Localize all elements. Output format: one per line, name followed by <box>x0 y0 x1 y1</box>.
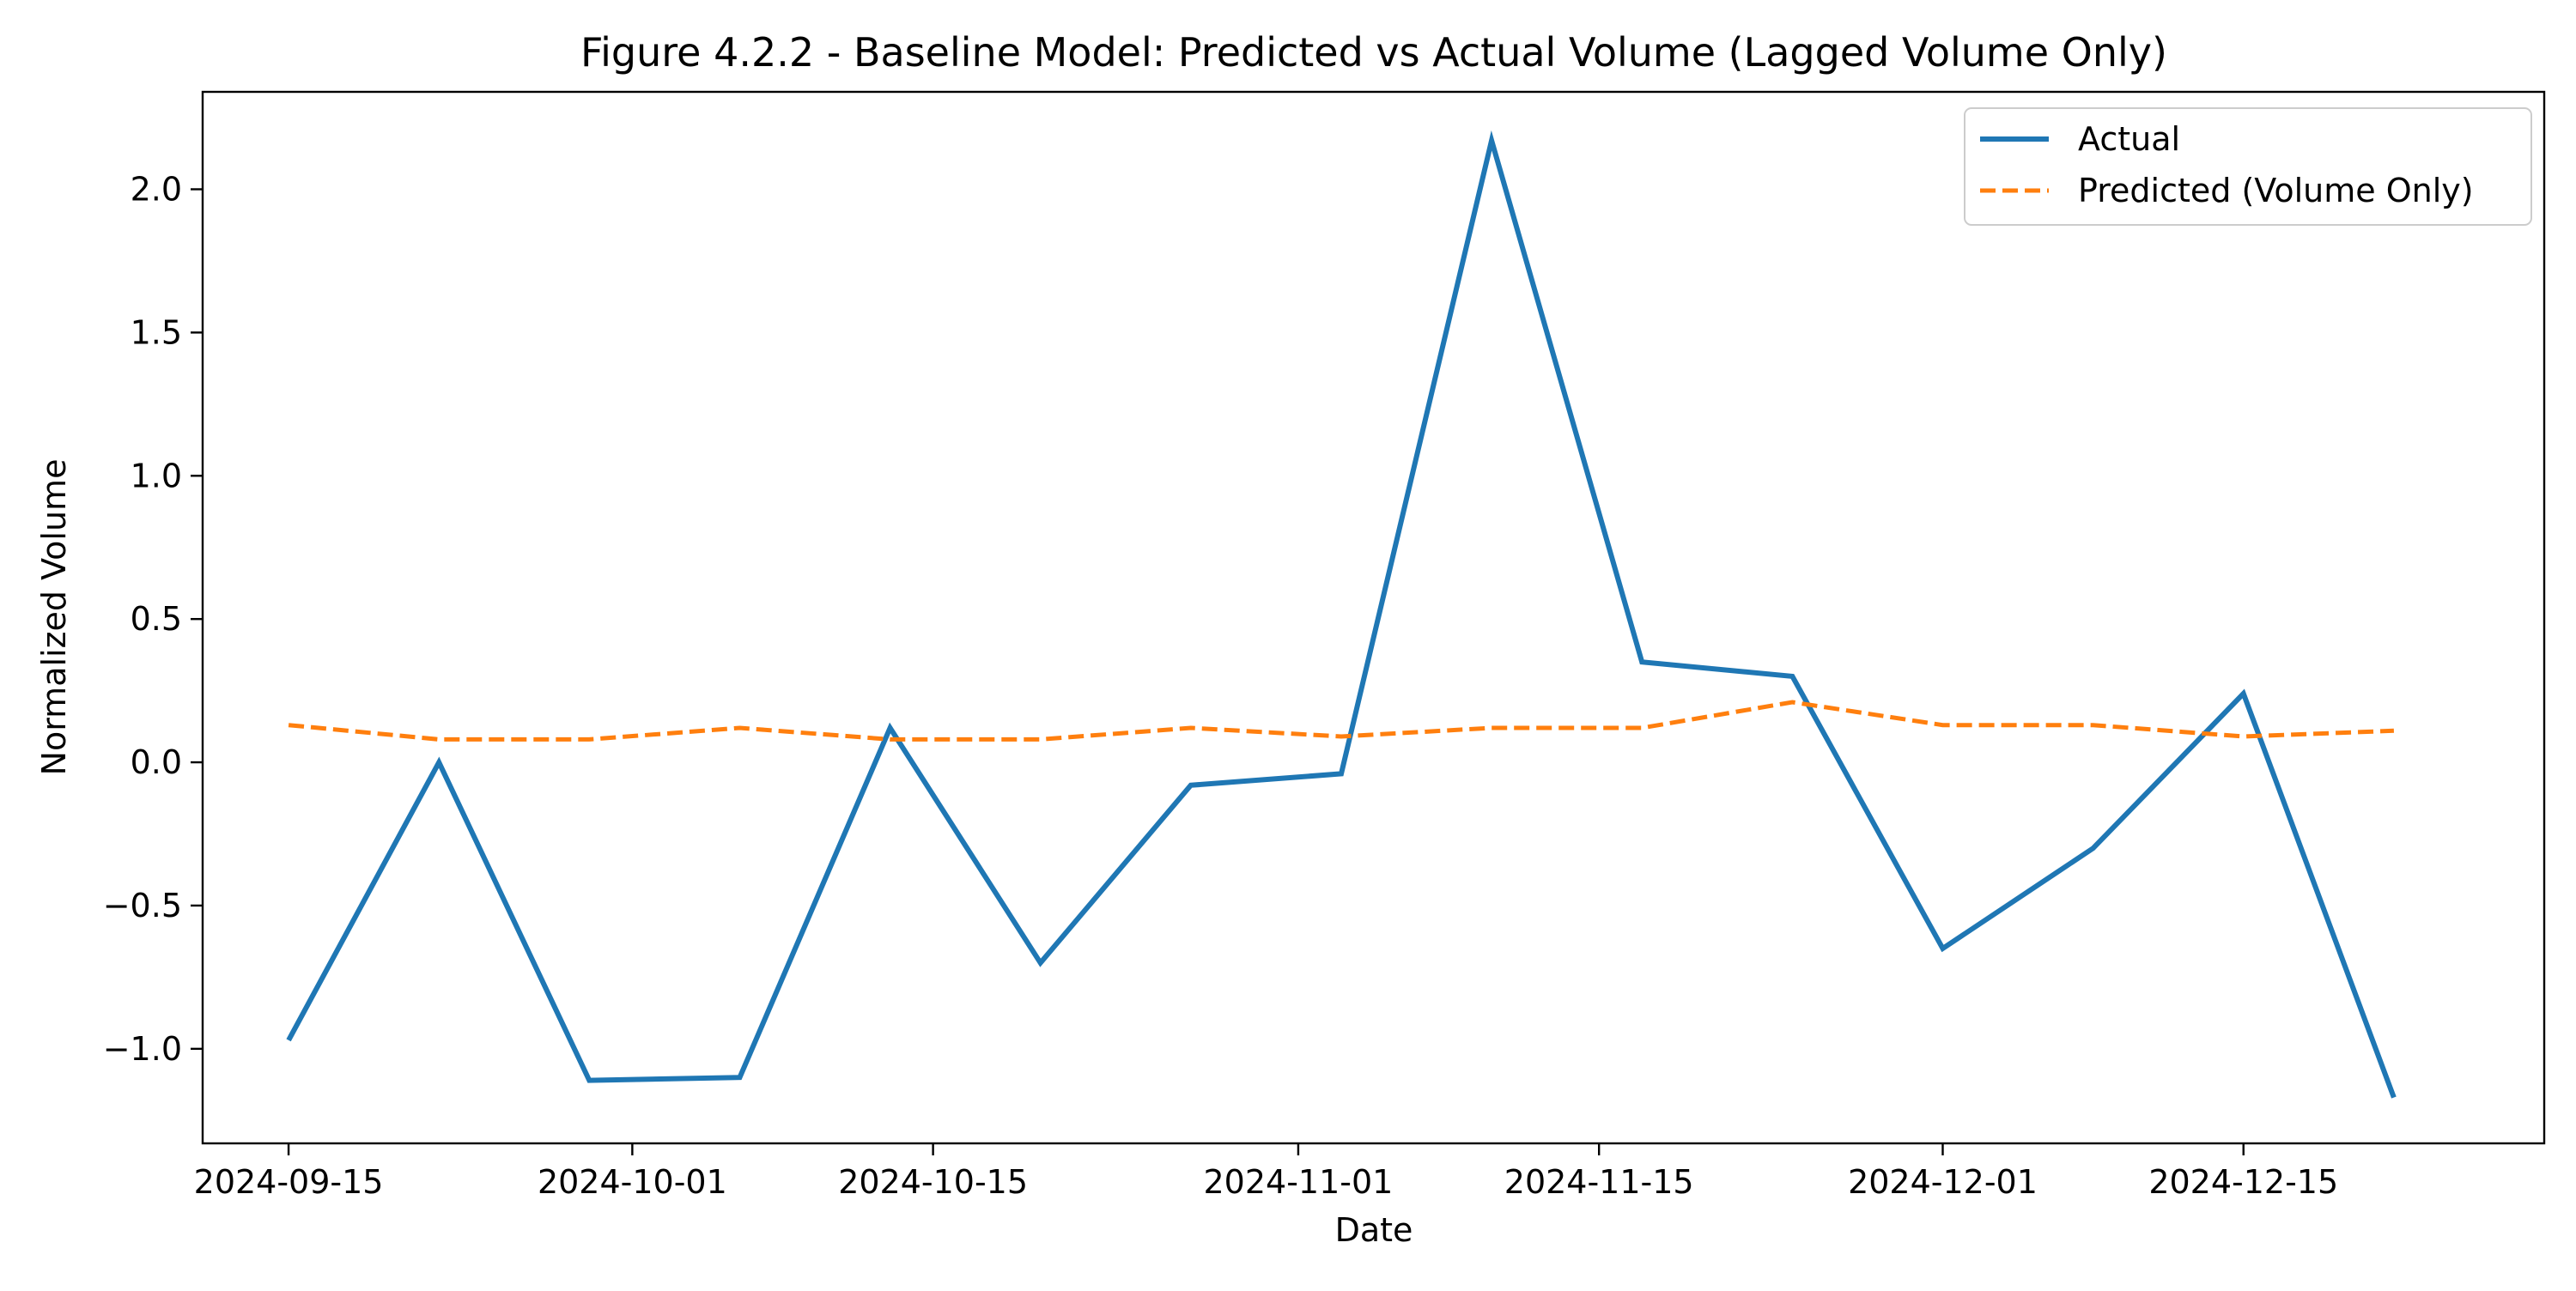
x-tick-label: 2024-12-01 <box>1848 1163 2038 1201</box>
legend-box <box>1964 107 2532 226</box>
predicted-series-line <box>288 700 2394 742</box>
plot-area <box>286 130 2397 1099</box>
y-axis: −1.0 −0.5 0.0 0.5 1.0 1.5 2.0 <box>103 170 203 1068</box>
x-tick-label: 2024-10-15 <box>838 1163 1028 1201</box>
y-tick-label: 0.5 <box>131 600 182 638</box>
legend-label: Actual <box>2078 120 2180 158</box>
y-tick-label: 1.5 <box>131 313 182 351</box>
y-tick-label: −1.0 <box>103 1030 182 1068</box>
plot-frame <box>201 90 2546 1145</box>
x-axis-label: Date <box>1335 1211 1413 1249</box>
x-tick-label: 2024-09-15 <box>194 1163 384 1201</box>
x-tick-label: 2024-10-01 <box>538 1163 727 1201</box>
actual-series-line <box>286 130 2397 1099</box>
chart-title: Figure 4.2.2 - Baseline Model: Predicted… <box>580 29 2167 76</box>
x-tick-label: 2024-11-01 <box>1204 1163 1394 1201</box>
x-tick-label: 2024-12-15 <box>2148 1163 2338 1201</box>
y-tick-label: 1.0 <box>131 457 182 494</box>
legend: Actual Predicted (Volume Only) <box>1964 107 2532 226</box>
y-tick-label: −0.5 <box>103 887 182 924</box>
y-tick-label: 2.0 <box>131 170 182 208</box>
y-tick-label: 0.0 <box>131 743 182 781</box>
x-axis: 2024-09-15 2024-10-01 2024-10-15 2024-11-01… <box>194 1143 2338 1201</box>
legend-label: Predicted (Volume Only) <box>2078 172 2474 209</box>
x-tick-label: 2024-11-15 <box>1504 1163 1694 1201</box>
y-axis-label: Normalized Volume <box>35 459 73 776</box>
